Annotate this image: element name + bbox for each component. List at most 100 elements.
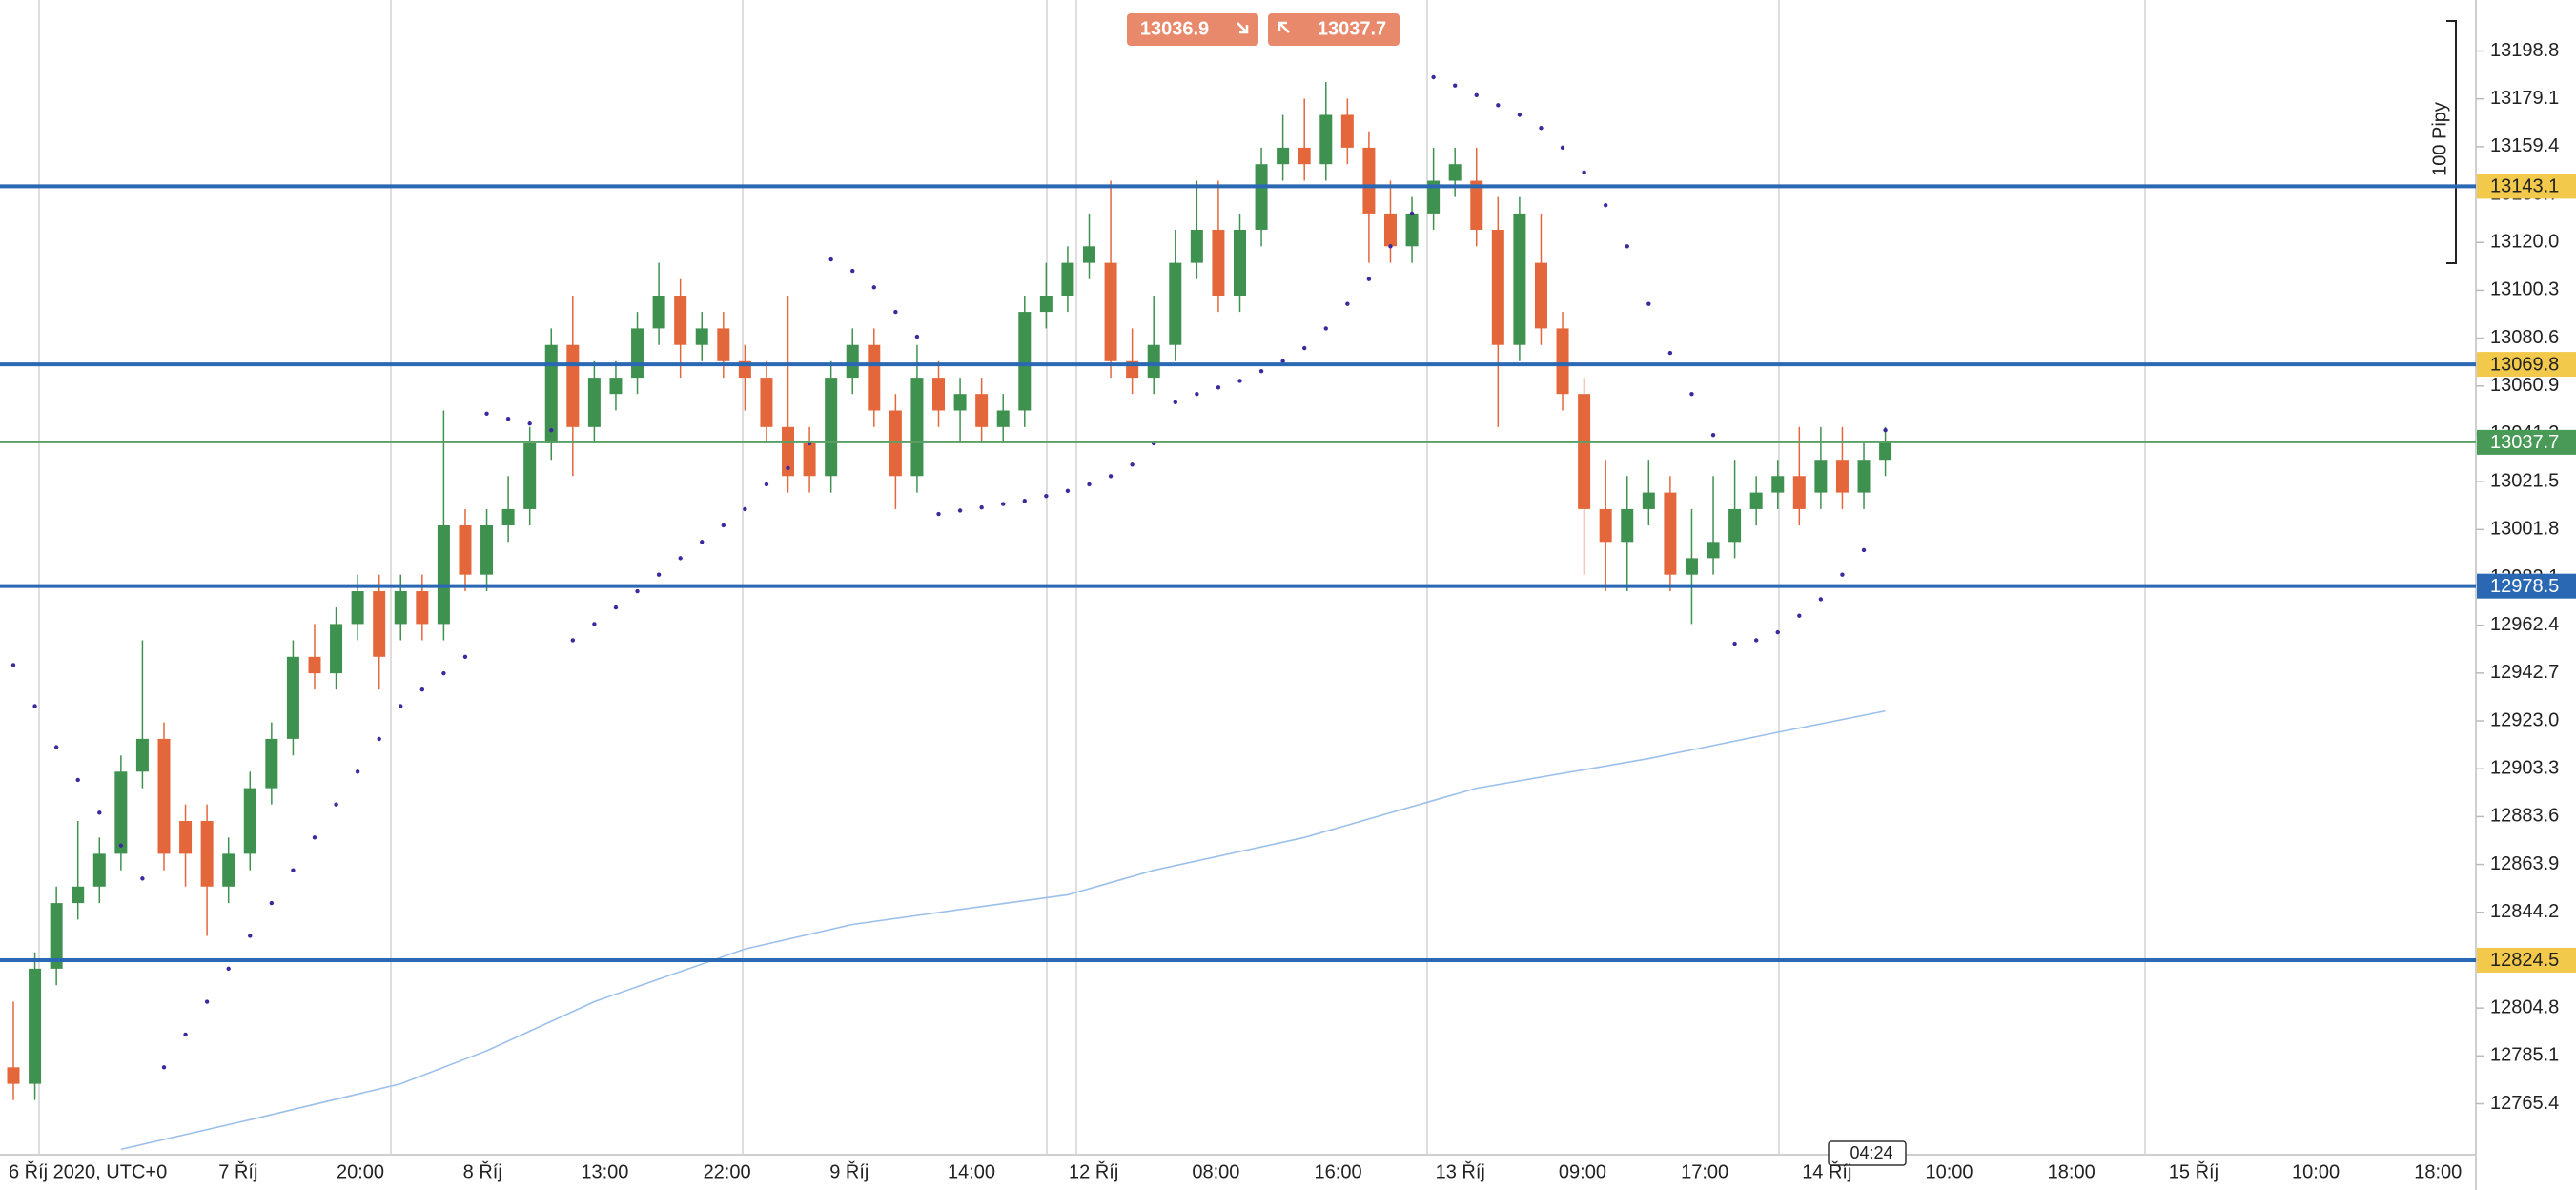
candle-body [1362,147,1376,214]
sar-dot [1710,433,1716,438]
candle-body [135,738,149,772]
y-tick-label: 12765.4 [2490,1093,2559,1114]
candle-body [782,426,795,477]
sar-dot [527,421,532,426]
x-tick-label: 08:00 [1192,1161,1239,1182]
candle-body [29,968,42,1084]
x-tick-label: 18:00 [2048,1161,2096,1182]
buy-price[interactable]: 13037.7 [1318,18,1386,39]
candle-body [868,344,881,411]
candle-body [1470,180,1483,230]
candle-body [286,656,299,739]
candle-body [1405,213,1419,247]
candle-body [437,524,450,625]
sar-dot [1883,427,1888,433]
sar-dot [828,256,833,262]
sar-dot [161,1065,167,1070]
candle-body [157,738,171,854]
sar-dot [484,411,489,417]
candle-body [609,378,623,395]
buy-button-bg[interactable] [1268,13,1400,46]
sar-dot [204,999,210,1004]
sar-dot [1044,493,1049,499]
candle-body [1147,344,1160,379]
candle-body [1233,229,1246,297]
sar-dot [1861,547,1867,553]
sell-button[interactable]: 13036.9 [1127,13,1258,46]
candle-body [1340,114,1354,148]
sar-dot [1689,391,1694,397]
candle-body [1190,229,1203,263]
sar-dot [721,523,726,528]
sar-dot [97,810,102,815]
x-tick-label: 13 Říj [1436,1160,1485,1182]
sar-dot [1496,103,1501,108]
x-tick-label: 13:00 [581,1161,628,1182]
sar-dot [764,482,769,487]
candle-body [1642,492,1655,509]
y-tick-label: 12923.0 [2490,709,2559,730]
candle-body [330,624,343,674]
candle-body [480,524,494,575]
y-tick-label: 13198.8 [2490,40,2559,61]
sar-dot [1539,126,1544,131]
x-tick-label: 22:00 [704,1161,751,1182]
candle-body [825,378,838,477]
sar-dot [140,876,145,881]
candle-body [92,853,106,887]
candle-body [1018,312,1032,411]
candle-body [1383,213,1397,247]
sell-price[interactable]: 13036.9 [1140,18,1209,39]
sar-dot [377,736,381,742]
candle-body [1771,476,1785,493]
sar-dot [1840,572,1845,577]
candle-body [953,394,967,411]
sar-dot [656,572,662,577]
sar-dot [1732,641,1737,646]
sar-dot [1474,92,1479,98]
sar-dot [419,687,425,692]
candle-body [674,296,687,345]
y-tick-label: 12785.1 [2490,1045,2559,1066]
candle-body [587,378,601,427]
candle-body [1879,441,1892,461]
sar-dot [957,508,963,513]
candle-body [996,410,1010,427]
sar-dot [1625,244,1629,249]
candle-body [1814,460,1828,493]
candle-body [222,853,235,887]
candle-body [7,1067,20,1084]
sar-dot [1258,369,1264,374]
candle-body [265,738,278,789]
sell-arrow [1237,22,1249,34]
sar-dot [1775,629,1780,635]
sar-dot [613,605,619,610]
x-tick-label: 14:00 [948,1161,995,1182]
sar-dot [1345,301,1350,306]
candle-body [803,442,816,477]
sar-dot [1108,474,1114,479]
sar-dot [1560,145,1565,151]
x-tick-label: 14 Říj [1802,1160,1851,1182]
candle-body [1427,180,1441,214]
x-tick-label: 16:00 [1315,1161,1362,1182]
sar-dot [893,309,898,315]
sar-dot [1366,277,1372,281]
y-tick-label: 13120.0 [2490,232,2559,253]
y-tick-label: 12942.7 [2490,662,2559,683]
sar-dot [291,868,296,872]
buy-button[interactable]: 13037.7 [1268,13,1400,46]
y-tick-label: 13060.9 [2490,375,2559,396]
sar-dot [1818,597,1824,602]
candle-body [1491,229,1504,345]
sar-dot [1797,613,1802,618]
candle-body [1685,558,1698,575]
candle-body [114,771,128,854]
sar-dot [1323,326,1328,331]
sar-dot [570,638,576,643]
candle-body [351,591,364,625]
x-tick-label: 20:00 [337,1161,384,1182]
sell-button-bg[interactable] [1127,13,1258,46]
price-tag [2477,174,2576,199]
